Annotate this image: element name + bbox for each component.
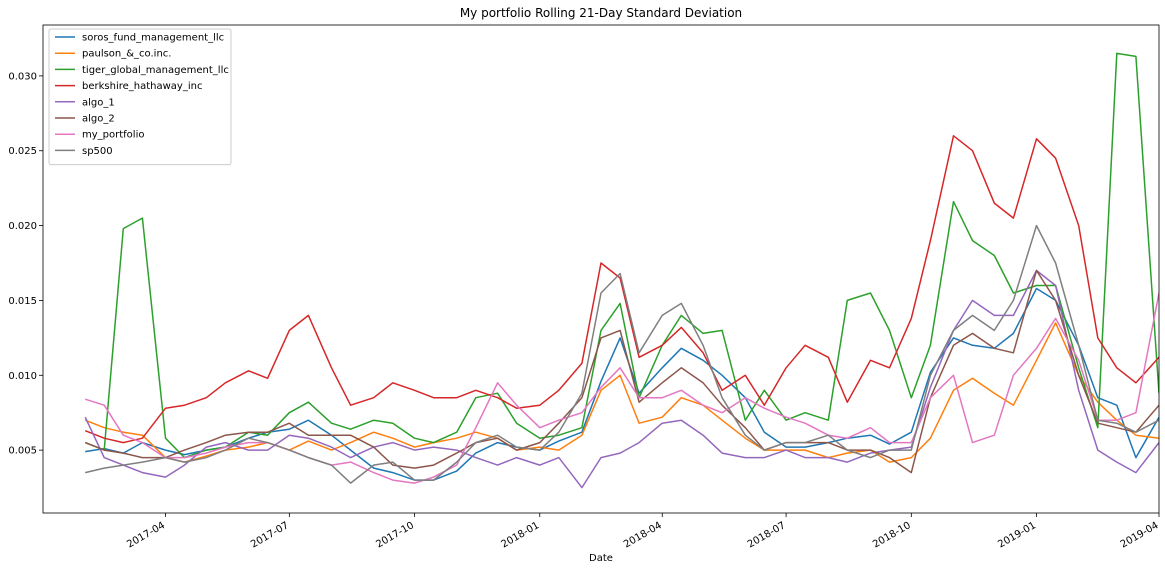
- series-line-6: [84, 292, 1159, 484]
- series-layer: [84, 52, 1159, 489]
- y-tick-label-4: 0.025: [8, 146, 37, 157]
- y-tick-label-0: 0.005: [8, 446, 37, 457]
- y-tick-label-5: 0.030: [8, 71, 37, 82]
- legend-label-4: algo_1: [82, 97, 115, 108]
- x-axis-label: Date: [589, 553, 613, 564]
- legend-label-6: my_portfolio: [82, 130, 144, 141]
- legend-label-5: algo_2: [82, 114, 115, 125]
- series-line-2: [84, 52, 1159, 459]
- y-tick-label-3: 0.020: [8, 221, 37, 232]
- legend-label-0: soros_fund_management_llc: [82, 33, 224, 44]
- y-tick-label-1: 0.010: [8, 371, 37, 382]
- series-line-1: [84, 322, 1159, 463]
- legend-label-7: sp500: [82, 146, 113, 157]
- legend: soros_fund_management_llc paulson_&_co.in…: [48, 28, 232, 166]
- legend-label-1: paulson_&_co.inc.: [82, 49, 171, 60]
- y-tick-label-2: 0.015: [8, 296, 37, 307]
- series-line-3: [84, 135, 1159, 444]
- chart-title: My portfolio Rolling 21-Day Standard Dev…: [460, 6, 742, 20]
- plot-frame: [42, 24, 1160, 514]
- legend-box: [48, 28, 232, 166]
- series-line-4: [84, 269, 1159, 489]
- legend-label-3: berkshire_hathaway_inc: [82, 81, 202, 92]
- series-line-7: [85, 224, 1159, 484]
- series-line-5: [84, 269, 1159, 474]
- legend-label-2: tiger_global_management_llc: [82, 65, 229, 76]
